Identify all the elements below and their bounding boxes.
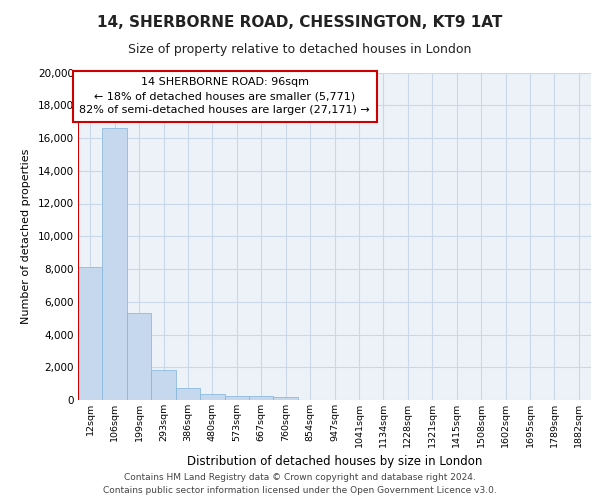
Text: Size of property relative to detached houses in London: Size of property relative to detached ho…	[128, 42, 472, 56]
Bar	[103, 128, 127, 400]
Bar	[78, 268, 103, 400]
Text: 14, SHERBORNE ROAD, CHESSINGTON, KT9 1AT: 14, SHERBORNE ROAD, CHESSINGTON, KT9 1AT	[97, 15, 503, 30]
Bar	[224, 396, 249, 400]
Bar	[127, 313, 151, 400]
Y-axis label: Number of detached properties: Number of detached properties	[21, 148, 31, 324]
Text: Contains HM Land Registry data © Crown copyright and database right 2024.: Contains HM Land Registry data © Crown c…	[124, 474, 476, 482]
Bar	[151, 370, 176, 400]
Text: Contains public sector information licensed under the Open Government Licence v3: Contains public sector information licen…	[103, 486, 497, 495]
Bar	[176, 388, 200, 400]
X-axis label: Distribution of detached houses by size in London: Distribution of detached houses by size …	[187, 456, 482, 468]
Bar	[274, 397, 298, 400]
Bar	[249, 396, 274, 400]
Bar	[200, 394, 224, 400]
Text: 14 SHERBORNE ROAD: 96sqm
← 18% of detached houses are smaller (5,771)
82% of sem: 14 SHERBORNE ROAD: 96sqm ← 18% of detach…	[79, 78, 370, 116]
